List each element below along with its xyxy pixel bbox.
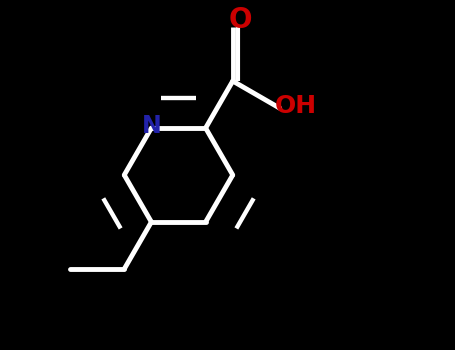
Text: O: O	[229, 7, 253, 35]
Text: N: N	[142, 114, 161, 138]
Text: OH: OH	[274, 94, 317, 118]
